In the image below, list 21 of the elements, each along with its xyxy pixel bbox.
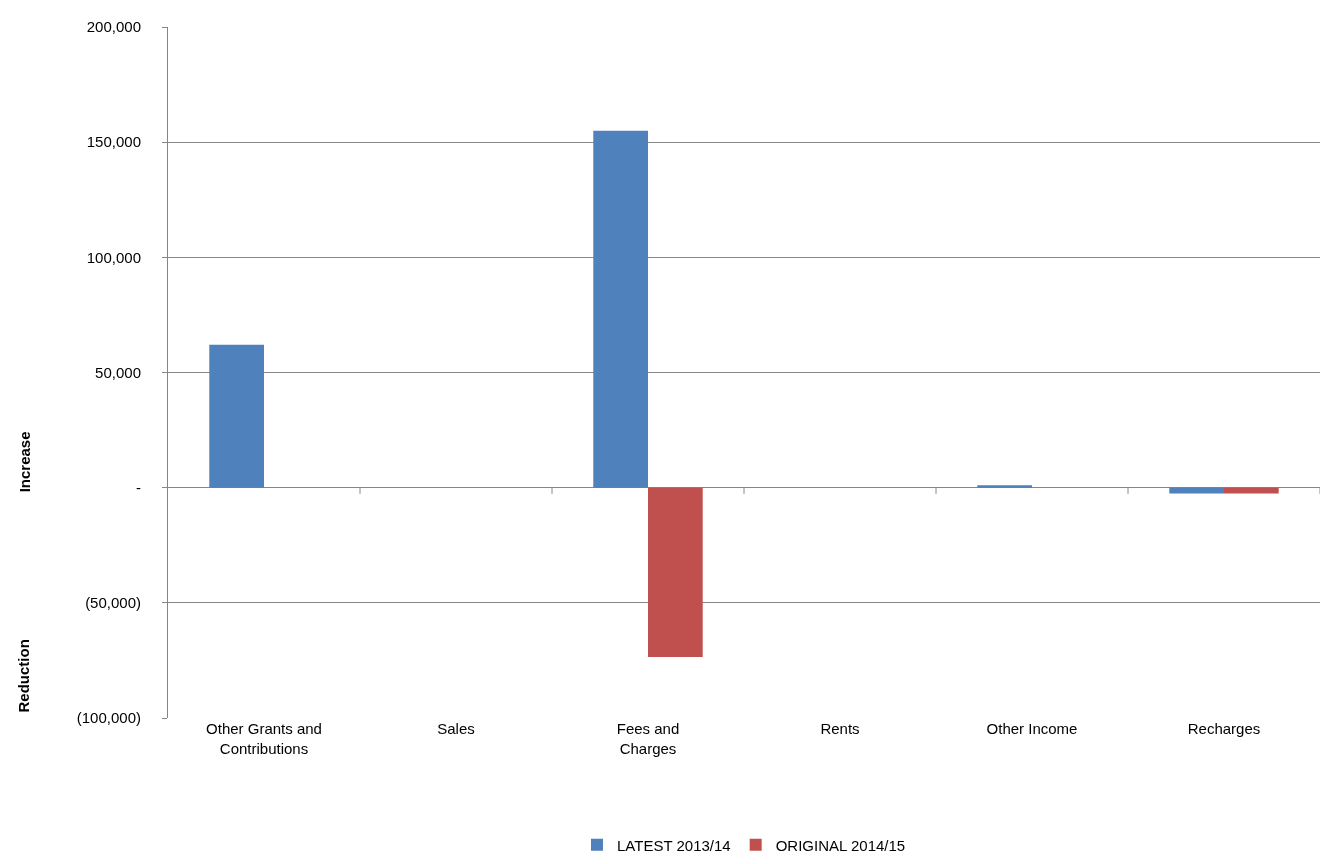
bar bbox=[209, 344, 264, 488]
y-tick-label: 100,000 bbox=[86, 248, 141, 266]
y-tick-label: - bbox=[136, 478, 141, 496]
y-tick-label: (100,000) bbox=[76, 709, 141, 727]
text: Increase bbox=[15, 431, 33, 493]
x-tick-label: Other Grants and Contributions bbox=[206, 720, 322, 757]
bar bbox=[977, 485, 1032, 488]
legend-label: LATEST 2013/14 bbox=[617, 836, 731, 854]
bar bbox=[593, 130, 648, 488]
x-tick-label: Recharges bbox=[1187, 720, 1261, 737]
x-tick-label: Other Income bbox=[986, 720, 1078, 737]
text: Reduction bbox=[15, 639, 33, 713]
y-tick-label: 200,000 bbox=[86, 18, 141, 36]
bar bbox=[648, 487, 703, 657]
x-tick-label: Sales bbox=[437, 720, 475, 737]
y-tick-label: 50,000 bbox=[95, 363, 141, 381]
y-tick-label: 150,000 bbox=[86, 133, 141, 151]
y-tick-label: (50,000) bbox=[85, 594, 141, 612]
legend-label: ORIGINAL 2014/15 bbox=[775, 836, 906, 854]
x-tick-label: Fees and Charges bbox=[616, 720, 680, 757]
x-tick-label: Rents bbox=[820, 720, 860, 737]
